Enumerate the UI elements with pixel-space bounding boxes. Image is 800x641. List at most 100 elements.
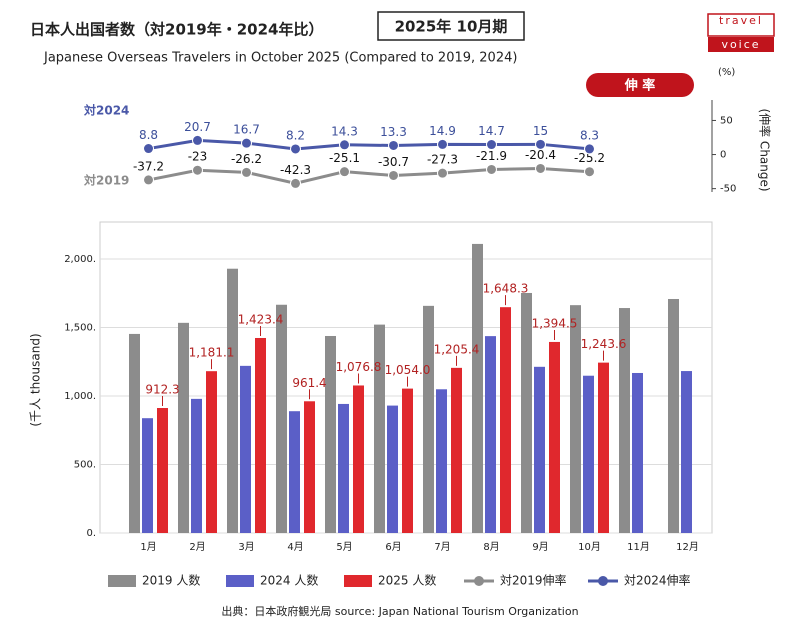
bar	[206, 371, 217, 533]
y-tick-label: 500.	[74, 459, 96, 470]
bar	[276, 304, 287, 533]
point	[143, 143, 154, 155]
subtitle: Japanese Overseas Travelers in October 2…	[43, 51, 517, 66]
bar	[338, 403, 349, 533]
source: 出典：日本政府観光局 source: Japan National Touris…	[221, 604, 578, 618]
point	[535, 138, 546, 150]
bar	[583, 375, 594, 533]
line	[148, 166, 590, 185]
data-label: 1,648.3	[483, 282, 529, 296]
y-tick-label: 0.	[86, 528, 96, 539]
series-label: 対2019	[83, 173, 129, 188]
point	[339, 139, 350, 151]
y-tick-label: 1,000.	[64, 391, 96, 402]
point	[290, 143, 301, 155]
legend-swatch	[108, 575, 136, 587]
bar	[387, 405, 398, 533]
legend-label: 2019 人数	[142, 573, 200, 588]
y-tick-label: 1,500.	[64, 322, 96, 333]
chart-title: 日本人出国者数（対2019年・2024年比）	[30, 21, 324, 39]
data-label: 1,054.0	[385, 363, 431, 377]
data-label: 961.4	[292, 376, 326, 390]
point	[192, 134, 203, 146]
x-tick-label: 11月	[627, 541, 650, 553]
data-label: 1,181.1	[189, 346, 235, 360]
bar	[402, 388, 413, 533]
logo-band	[708, 37, 774, 52]
data-label: 14.7	[478, 124, 505, 138]
data-label: -26.2	[231, 152, 262, 166]
point	[437, 167, 448, 179]
badge-text: 伸 率	[624, 78, 656, 94]
point	[192, 164, 203, 176]
data-label: -30.7	[378, 155, 409, 169]
point	[486, 139, 497, 151]
data-label: -23	[188, 150, 208, 164]
logo-text: travel	[719, 14, 763, 27]
bar	[521, 292, 532, 533]
data-label: 20.7	[184, 120, 211, 134]
bar	[500, 307, 511, 533]
bar	[436, 389, 447, 533]
data-label: -25.1	[329, 151, 360, 165]
x-tick-label: 10月	[578, 541, 601, 553]
x-tick-label: 12月	[676, 541, 699, 553]
bar	[157, 408, 168, 533]
legend-label: 対2019伸率	[500, 573, 567, 588]
data-label: 16.7	[233, 123, 260, 137]
data-label: 15	[533, 124, 548, 138]
logo-box	[707, 13, 775, 37]
x-tick-label: 5月	[336, 541, 352, 553]
bar	[485, 336, 496, 533]
x-tick-label: 6月	[385, 541, 401, 553]
y-tick-label: -50	[720, 184, 736, 195]
bar	[227, 268, 238, 533]
logo-text: voice	[721, 38, 760, 51]
y-tick-label: 50	[720, 115, 733, 126]
bar	[325, 335, 336, 533]
legend-label: 対2024伸率	[624, 573, 691, 588]
data-label: 912.3	[145, 383, 179, 397]
unit: (%)	[718, 67, 735, 78]
legend-label: 2024 人数	[260, 573, 318, 588]
data-label: -20.4	[525, 148, 556, 162]
bar	[289, 411, 300, 533]
bar	[570, 305, 581, 533]
bar	[668, 298, 679, 533]
legend-swatch	[474, 576, 484, 586]
bar	[681, 371, 692, 533]
bar	[632, 372, 643, 533]
bar	[534, 366, 545, 533]
bar	[353, 385, 364, 533]
bar	[129, 333, 140, 533]
data-label: 13.3	[380, 125, 407, 139]
point	[535, 162, 546, 174]
bar	[240, 365, 251, 533]
data-label: -25.2	[574, 151, 605, 165]
bar	[472, 243, 483, 533]
point	[143, 174, 154, 186]
point	[388, 169, 399, 181]
x-tick-label: 9月	[532, 541, 548, 553]
bar	[374, 324, 385, 533]
data-label: -37.2	[133, 159, 164, 173]
bar	[598, 362, 609, 533]
badge	[586, 73, 694, 97]
point	[437, 138, 448, 150]
point	[584, 143, 595, 155]
bar	[619, 308, 630, 533]
data-label: 14.9	[429, 124, 456, 138]
y-axis-label: (伸率 Change)	[758, 108, 773, 191]
point	[339, 166, 350, 178]
x-tick-label: 4月	[287, 541, 303, 553]
bar	[451, 367, 462, 533]
point	[241, 137, 252, 149]
x-tick-label: 7月	[434, 541, 450, 553]
legend-swatch	[226, 575, 254, 587]
series-label: 対2024	[83, 103, 129, 118]
bar	[549, 341, 560, 533]
point	[584, 166, 595, 178]
data-label: 1,076.8	[336, 360, 382, 374]
bar	[255, 337, 266, 533]
